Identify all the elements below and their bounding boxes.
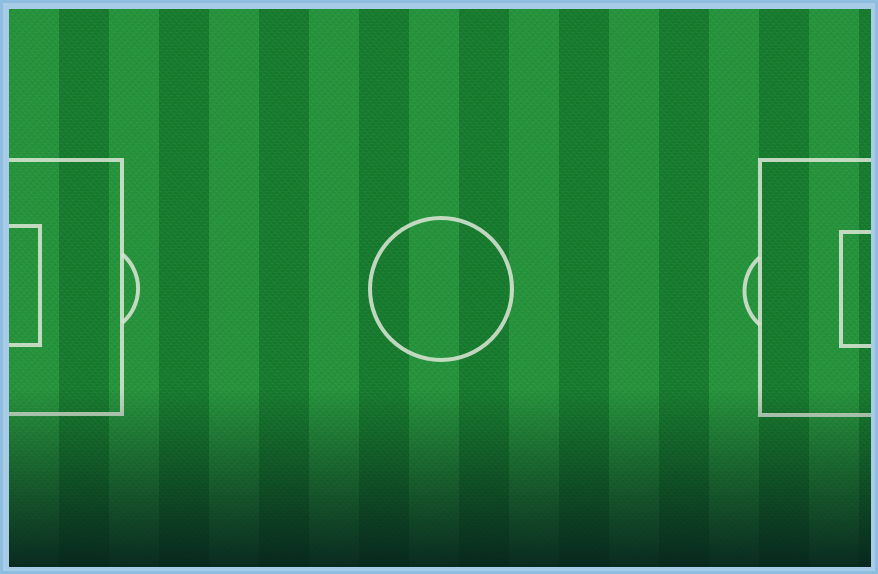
football-pitch[interactable] (9, 9, 871, 567)
bottom-shadow (9, 9, 871, 567)
